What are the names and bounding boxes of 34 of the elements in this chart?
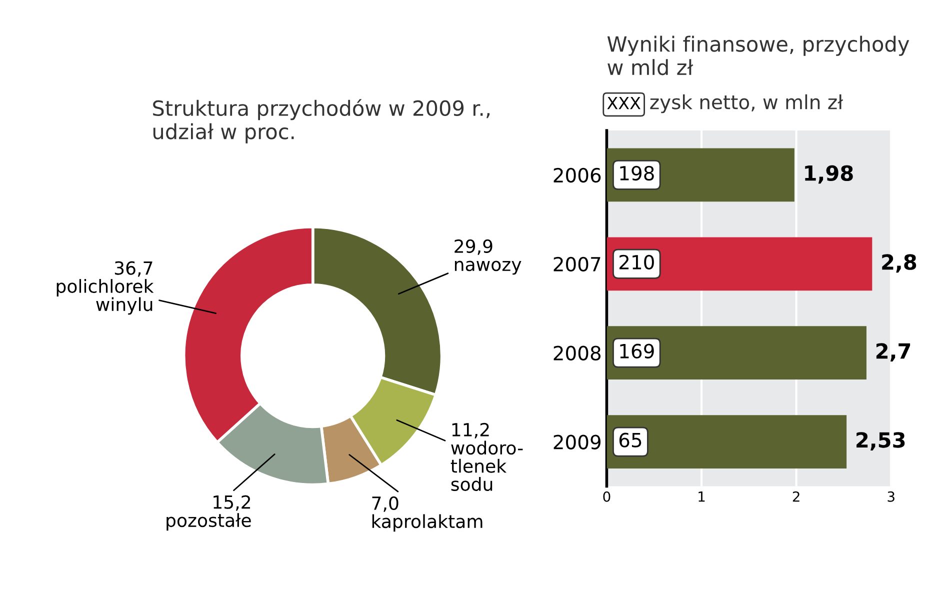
bar xyxy=(606,415,847,468)
text: XXX xyxy=(607,96,640,110)
y-tick-label: 2007 xyxy=(554,256,600,272)
data-label: 2,7 xyxy=(876,343,910,362)
slice-label: polichlorek winylu xyxy=(56,279,154,315)
data-label: 15,2 xyxy=(214,495,250,511)
slice-label: kaprolaktam xyxy=(372,514,482,532)
bar xyxy=(606,237,872,291)
y-tick-label: 2008 xyxy=(554,346,601,360)
annotation: 210 xyxy=(620,254,654,270)
annotation: 169 xyxy=(620,344,654,358)
annotation: 198 xyxy=(620,166,654,181)
y-tick-label: 2009 xyxy=(554,434,600,450)
data-label: 2,8 xyxy=(882,254,916,273)
data-label: 11,2 xyxy=(452,422,489,438)
chart-title: Struktura przychodów w 2009 r., udział w proc. xyxy=(153,99,490,144)
data-label: 7,0 xyxy=(372,496,398,512)
slice-label: wodoro- tlenek sodu xyxy=(450,440,523,492)
chart-title: Wyniki finansowe, przychody xyxy=(607,36,910,56)
chart-subtitle: w mld zł xyxy=(608,59,694,76)
slice-label: pozostałe xyxy=(166,513,251,531)
x-tick-label: 1 xyxy=(698,492,705,502)
data-label: 36,7 xyxy=(114,261,152,277)
x-tick-label: 3 xyxy=(888,491,894,502)
y-tick-label: 2006 xyxy=(554,168,601,183)
bar xyxy=(606,326,866,380)
annotation: 65 xyxy=(619,432,642,448)
text: zysk netto, w mln zł xyxy=(650,94,844,114)
x-tick-label: 2 xyxy=(792,491,800,502)
data-label: 1,98 xyxy=(805,165,853,184)
data-label: 29,9 xyxy=(454,239,492,255)
slice-label: nawozy xyxy=(454,260,522,275)
data-label: 2,53 xyxy=(856,432,905,450)
x-tick-label: 0 xyxy=(603,491,610,502)
